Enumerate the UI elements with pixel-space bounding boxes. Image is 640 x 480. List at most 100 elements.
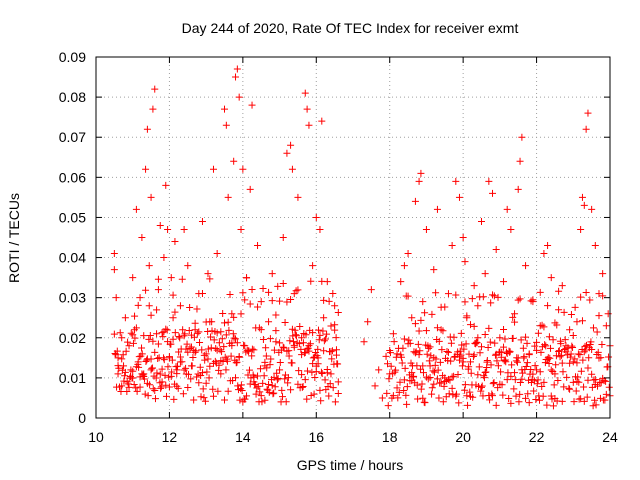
data-point bbox=[323, 278, 331, 286]
data-point bbox=[284, 379, 292, 387]
data-point bbox=[171, 238, 179, 246]
data-point bbox=[124, 338, 132, 346]
data-point bbox=[577, 395, 585, 403]
data-point bbox=[445, 390, 453, 398]
data-point bbox=[287, 141, 295, 149]
data-point bbox=[270, 346, 278, 354]
data-point bbox=[238, 387, 246, 395]
data-point bbox=[410, 372, 418, 380]
data-point bbox=[132, 384, 140, 392]
data-point bbox=[538, 321, 546, 329]
data-point bbox=[204, 270, 212, 278]
data-point bbox=[455, 353, 463, 361]
data-point bbox=[153, 330, 161, 338]
data-point bbox=[274, 375, 282, 383]
data-point bbox=[221, 353, 229, 361]
data-point bbox=[541, 341, 549, 349]
data-point bbox=[558, 397, 566, 405]
data-point bbox=[573, 359, 581, 367]
data-point bbox=[430, 380, 438, 388]
data-point bbox=[453, 390, 461, 398]
data-point bbox=[438, 346, 446, 354]
data-point bbox=[466, 358, 474, 366]
data-point bbox=[314, 326, 322, 334]
data-point bbox=[490, 292, 498, 300]
data-point bbox=[222, 366, 230, 374]
data-point bbox=[236, 396, 244, 404]
data-point bbox=[494, 293, 502, 301]
data-point bbox=[232, 335, 240, 343]
data-point bbox=[198, 217, 206, 225]
data-point bbox=[554, 377, 562, 385]
data-point bbox=[241, 395, 249, 403]
data-point bbox=[491, 351, 499, 359]
data-point bbox=[306, 340, 314, 348]
data-point bbox=[403, 400, 411, 408]
data-point bbox=[153, 306, 161, 314]
data-point bbox=[327, 348, 335, 356]
data-point bbox=[450, 372, 458, 380]
data-point bbox=[268, 270, 276, 278]
data-point bbox=[578, 193, 586, 201]
data-point bbox=[182, 364, 190, 372]
data-point bbox=[207, 333, 215, 341]
data-point bbox=[117, 387, 125, 395]
data-point bbox=[394, 394, 402, 402]
data-point bbox=[588, 383, 596, 391]
y-tick-label: 0.01 bbox=[59, 370, 86, 386]
data-point bbox=[221, 105, 228, 113]
data-point bbox=[143, 125, 151, 133]
data-point bbox=[485, 177, 493, 185]
data-point bbox=[573, 318, 581, 326]
data-point bbox=[413, 381, 421, 389]
data-point bbox=[301, 89, 309, 97]
data-point bbox=[550, 381, 558, 389]
data-point bbox=[519, 344, 527, 352]
data-point bbox=[516, 295, 524, 303]
data-point bbox=[286, 337, 294, 345]
data-point bbox=[492, 350, 500, 358]
data-point bbox=[191, 319, 199, 327]
data-point bbox=[519, 369, 527, 377]
data-point bbox=[416, 347, 424, 355]
data-point bbox=[459, 358, 467, 366]
data-point bbox=[121, 372, 129, 380]
data-point bbox=[534, 329, 542, 337]
data-point bbox=[184, 262, 192, 270]
data-point bbox=[113, 347, 121, 355]
data-point bbox=[118, 334, 126, 342]
data-point bbox=[602, 322, 610, 330]
data-point bbox=[403, 383, 411, 391]
data-point bbox=[498, 381, 506, 389]
data-point bbox=[533, 338, 541, 346]
data-point bbox=[237, 310, 245, 318]
data-point bbox=[266, 335, 274, 343]
data-point bbox=[310, 390, 318, 398]
data-point bbox=[164, 338, 172, 346]
data-point bbox=[425, 357, 433, 365]
data-point bbox=[605, 353, 613, 361]
data-point bbox=[204, 345, 212, 353]
y-tick-label: 0.08 bbox=[59, 89, 86, 105]
data-point bbox=[364, 318, 372, 326]
data-point bbox=[385, 375, 393, 383]
data-point bbox=[282, 398, 290, 406]
data-point bbox=[176, 334, 184, 342]
data-point bbox=[257, 326, 265, 334]
data-point bbox=[479, 293, 487, 301]
data-point bbox=[160, 254, 168, 262]
data-point bbox=[415, 327, 423, 335]
data-point bbox=[553, 321, 561, 329]
data-point bbox=[125, 383, 133, 391]
data-point bbox=[223, 357, 231, 365]
data-point bbox=[547, 344, 555, 352]
data-point bbox=[281, 318, 289, 326]
data-point bbox=[592, 401, 600, 409]
data-point bbox=[132, 205, 140, 213]
data-point bbox=[441, 374, 449, 382]
data-point bbox=[334, 360, 342, 368]
data-point bbox=[241, 296, 249, 304]
data-point bbox=[129, 374, 137, 382]
data-point bbox=[262, 344, 270, 352]
data-point bbox=[512, 392, 520, 400]
